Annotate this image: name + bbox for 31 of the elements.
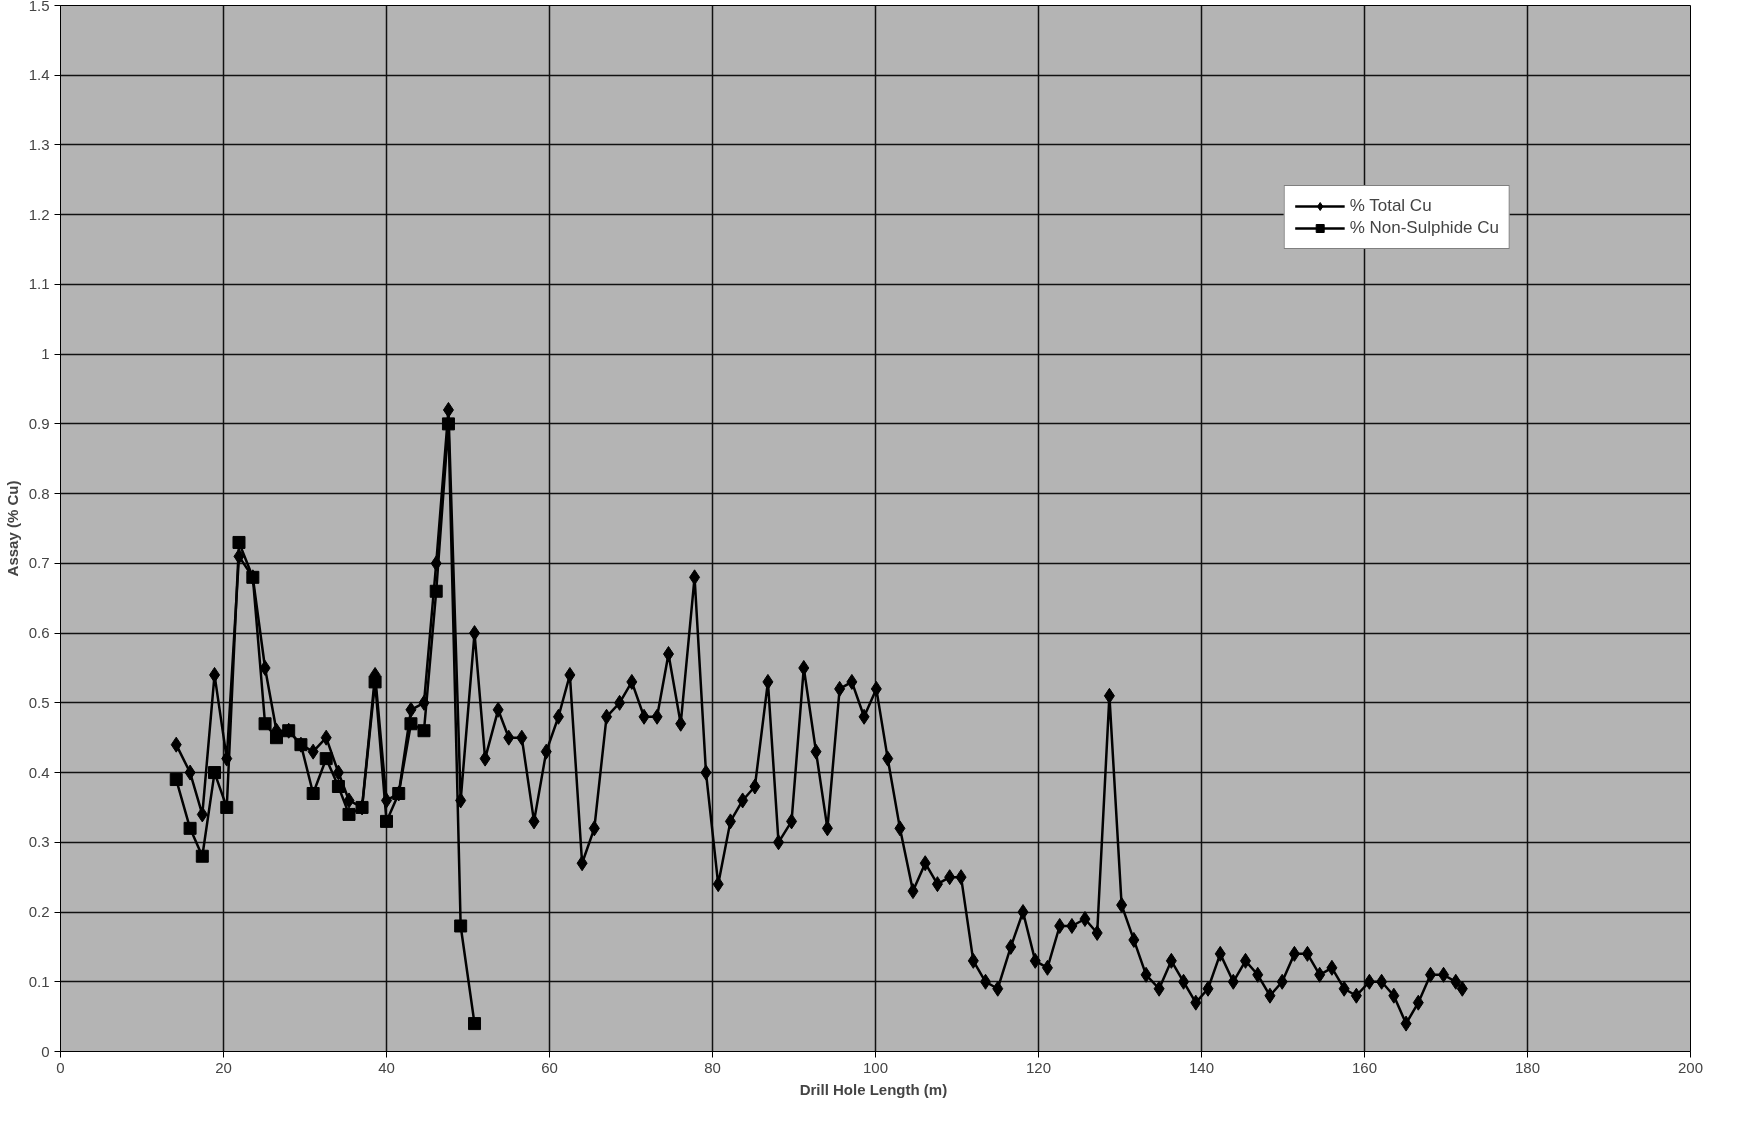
x-axis-title: Drill Hole Length (m) xyxy=(799,1080,948,1098)
y-tick-label: 1 xyxy=(41,345,50,363)
legend-label: % Total Cu xyxy=(1349,196,1432,216)
y-tick-label: 0.6 xyxy=(28,624,50,642)
y-tick-label: 1.5 xyxy=(28,0,50,14)
x-tick-label: 120 xyxy=(1025,1058,1052,1076)
y-tick-label: 0.7 xyxy=(28,554,50,572)
y-axis-title: Assay (% Cu) xyxy=(3,480,21,577)
x-tick-label: 40 xyxy=(378,1058,395,1076)
y-tick-label: 0.8 xyxy=(28,484,50,502)
legend-label: % Non-Sulphide Cu xyxy=(1349,218,1499,238)
x-tick-label: 0 xyxy=(56,1058,65,1076)
y-tick-label: 0.1 xyxy=(28,972,50,990)
y-tick-label: 0.2 xyxy=(28,903,50,921)
x-tick-label: 100 xyxy=(862,1058,889,1076)
y-tick-label: 0.5 xyxy=(28,693,50,711)
x-tick-label: 200 xyxy=(1677,1058,1704,1076)
x-tick-label: 160 xyxy=(1351,1058,1378,1076)
y-tick-label: 0.4 xyxy=(28,763,50,781)
x-tick-label: 20 xyxy=(215,1058,232,1076)
y-tick-label: 0.9 xyxy=(28,414,50,432)
x-tick-label: 180 xyxy=(1514,1058,1541,1076)
x-tick-label: 80 xyxy=(704,1058,721,1076)
y-tick-label: 0 xyxy=(41,1042,50,1060)
y-tick-label: 1.3 xyxy=(28,135,50,153)
x-tick-label: 140 xyxy=(1188,1058,1215,1076)
x-tick-label: 60 xyxy=(541,1058,558,1076)
y-tick-label: 1.4 xyxy=(28,66,50,84)
y-tick-label: 0.3 xyxy=(28,833,50,851)
y-tick-label: 1.2 xyxy=(28,205,50,223)
y-tick-label: 1.1 xyxy=(28,275,50,293)
